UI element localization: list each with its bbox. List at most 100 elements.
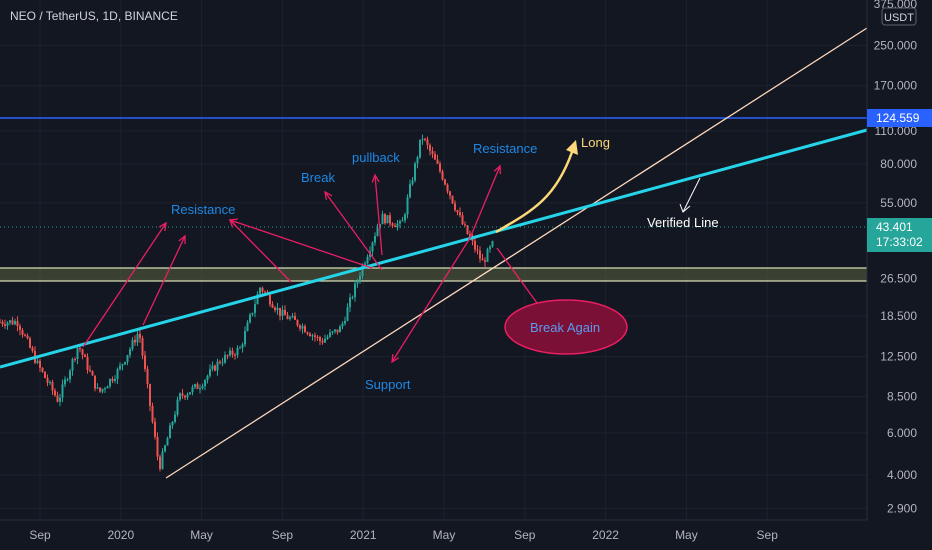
candle-body	[186, 394, 189, 398]
candle-body	[324, 338, 326, 343]
candle-body	[96, 387, 99, 389]
candle-body	[351, 297, 354, 299]
candle-body	[209, 369, 211, 376]
candle-body	[474, 240, 476, 250]
candle-body	[221, 362, 224, 364]
price-scale-panel[interactable]	[867, 0, 932, 520]
candle-body	[1, 321, 4, 325]
candle-body	[49, 382, 51, 384]
candle-body	[151, 405, 154, 422]
candle-body	[321, 340, 324, 343]
candle-body	[21, 330, 24, 335]
candle-body	[131, 339, 134, 349]
candle-body	[456, 210, 459, 213]
label-verified-line: Verified Line	[647, 215, 719, 230]
verified-trendline[interactable]	[0, 128, 868, 369]
horizontal-level-value: 124.559	[876, 111, 920, 125]
candle-body	[91, 371, 94, 376]
arrow-head	[324, 190, 333, 200]
candle-body	[339, 326, 341, 333]
candle-body	[256, 294, 259, 305]
price-tick-label: 80.000	[880, 157, 917, 171]
candle-body	[394, 225, 396, 227]
candle-body	[156, 436, 159, 457]
candle-body	[449, 191, 451, 196]
candle-body	[374, 236, 376, 243]
candle-body	[304, 326, 306, 333]
time-tick-label: 2021	[350, 528, 377, 542]
candle-body	[76, 347, 79, 359]
candle-body	[386, 215, 389, 224]
candle-body	[29, 338, 31, 348]
candle-body	[454, 203, 456, 211]
price-tick-label: 2.900	[887, 501, 917, 515]
price-tick-label: 250.000	[874, 39, 918, 53]
candle-body	[389, 215, 391, 224]
time-tick-label: May	[433, 528, 456, 542]
price-tick-label: 12.500	[880, 350, 917, 364]
candle-body	[146, 368, 149, 384]
candle-body	[211, 365, 214, 370]
support-trendline[interactable]	[165, 27, 868, 479]
candle-body	[59, 397, 61, 402]
bar-countdown: 17:33:02	[876, 235, 923, 249]
candle-body	[451, 195, 454, 204]
candle-body	[219, 361, 221, 363]
candle-body	[201, 386, 204, 389]
candle-body	[396, 223, 399, 227]
label-resistance-left: Resistance	[171, 202, 235, 217]
candle-body	[194, 384, 196, 388]
time-tick-label: 2022	[592, 528, 619, 542]
support-zone	[0, 267, 867, 282]
candle-body	[359, 275, 361, 281]
currency-label: USDT	[884, 12, 914, 24]
candle-body	[479, 250, 481, 259]
candle-body	[106, 386, 109, 389]
candle-body	[489, 246, 491, 250]
candle-body	[446, 184, 449, 192]
candle-body	[426, 139, 429, 145]
verified-pointer-head	[679, 203, 691, 213]
candle-body	[371, 242, 374, 252]
candle-body	[214, 365, 216, 371]
candle-body	[31, 347, 34, 351]
candle-body	[329, 332, 331, 337]
candle-body	[111, 378, 114, 381]
last-price-value: 43.401	[876, 220, 913, 234]
candle-body	[36, 360, 39, 363]
candle-body	[9, 320, 11, 323]
candle-body	[134, 339, 136, 343]
candle-body	[476, 249, 479, 251]
candle-body	[191, 387, 194, 393]
candle-body	[444, 179, 446, 185]
candle-body	[19, 326, 21, 331]
candle-body	[236, 347, 239, 356]
annotation-arrow	[469, 165, 501, 239]
candle-body	[286, 315, 289, 320]
candle-body	[459, 212, 461, 216]
candle-body	[74, 358, 76, 360]
annotation-arrow	[229, 219, 373, 269]
time-scale-panel[interactable]	[0, 520, 932, 550]
time-tick-label: May	[190, 528, 213, 542]
currency-button[interactable]: USDT	[881, 7, 917, 26]
candle-body	[469, 234, 471, 238]
candle-body	[51, 382, 54, 391]
candle-body	[484, 260, 486, 262]
arrow-head	[493, 164, 502, 175]
candle-body	[41, 367, 44, 372]
candle-body	[331, 331, 334, 333]
candle-body	[144, 355, 146, 369]
candle-body	[271, 304, 274, 308]
candle-body	[299, 325, 301, 329]
candle-body	[114, 379, 116, 381]
candle-body	[101, 388, 104, 392]
candle-body	[301, 326, 304, 329]
candle-body	[249, 314, 251, 323]
candle-body	[241, 344, 244, 348]
candle-body	[431, 151, 434, 155]
arrow-head	[228, 218, 239, 227]
candle-body	[316, 336, 319, 338]
